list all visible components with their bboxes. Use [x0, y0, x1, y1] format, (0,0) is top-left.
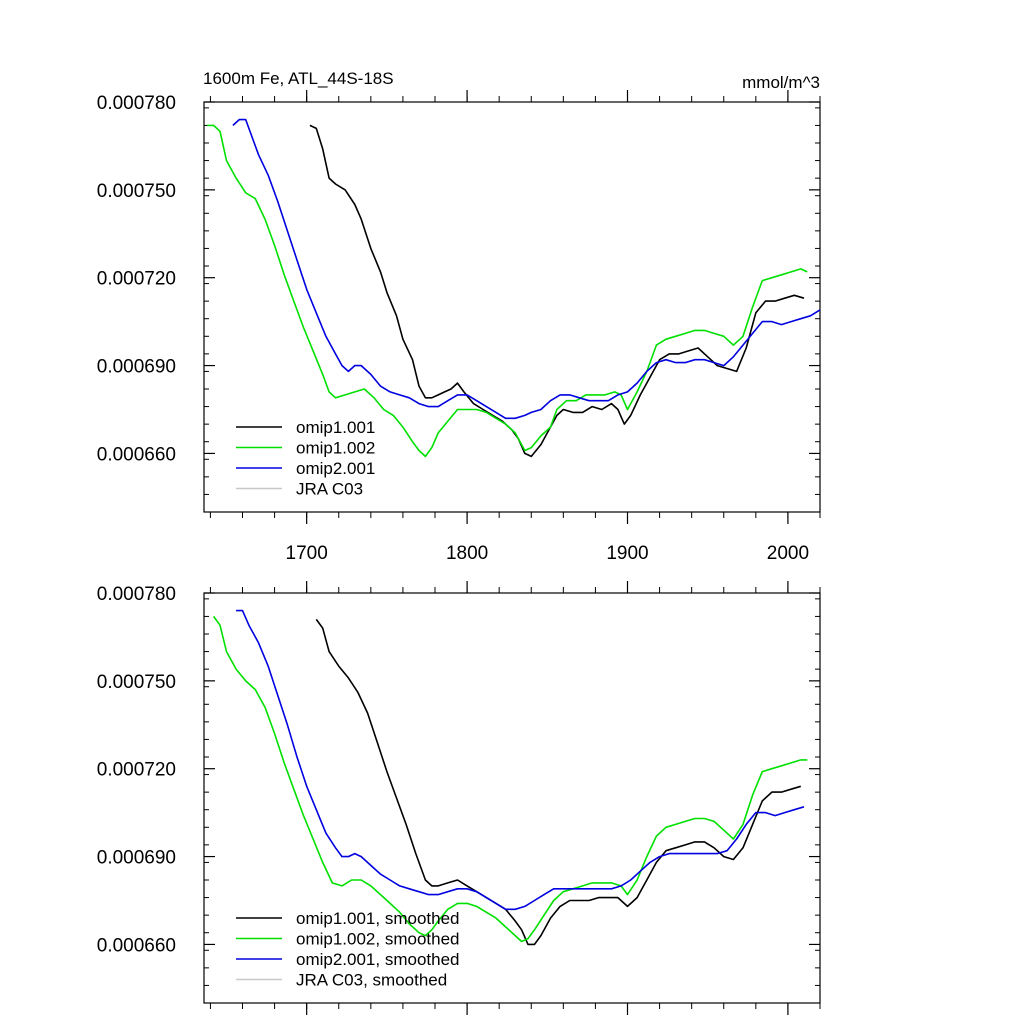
- bottom-legend-label: omip1.002, smoothed: [296, 930, 460, 949]
- top-chart-units: mmol/m^3: [742, 73, 820, 92]
- top-chart-title: 1600m Fe, ATL_44S-18S: [203, 69, 394, 88]
- top-y-tick-label: 0.000720: [97, 269, 176, 290]
- bottom-legend-label: JRA C03, smoothed: [296, 971, 447, 990]
- top-y-tick-label: 0.000660: [97, 444, 176, 465]
- bottom-y-tick-label: 0.000690: [97, 848, 176, 869]
- bottom-y-tick-label: 0.000660: [97, 935, 176, 956]
- bottom-series-line-omip1_002: [212, 615, 808, 943]
- top-y-tick-label: 0.000780: [97, 93, 176, 114]
- top-plot-frame: [203, 101, 821, 513]
- top-x-tick-label: 2000: [767, 543, 809, 564]
- bottom-legend-label: omip2.001, smoothed: [296, 950, 460, 969]
- bottom-y-tick-label: 0.000750: [97, 672, 176, 693]
- top-series-line-omip1_002: [207, 124, 808, 458]
- top-x-tick-label: 1700: [286, 543, 328, 564]
- bottom-series-line-omip2_001: [236, 609, 805, 911]
- bottom-y-tick-label: 0.000780: [97, 584, 176, 605]
- top-legend-label: omip1.001: [296, 418, 375, 437]
- bottom-y-tick-label: 0.000720: [97, 760, 176, 781]
- bottom-series-line-omip1_001: [315, 618, 802, 946]
- top-y-tick-label: 0.000690: [97, 357, 176, 378]
- top-legend-label: omip1.002: [296, 439, 375, 458]
- top-series-line-omip2_001: [232, 118, 821, 420]
- bottom-legend-label: omip1.001, smoothed: [296, 909, 460, 928]
- bottom-plot-frame: [203, 592, 821, 1004]
- top-y-tick-label: 0.000750: [97, 181, 176, 202]
- top-x-tick-label: 1800: [446, 543, 488, 564]
- top-x-tick-label: 1900: [606, 543, 648, 564]
- top-legend-label: omip2.001: [296, 459, 375, 478]
- top-legend-label: JRA C03: [296, 480, 363, 499]
- top-series-line-omip1_001: [309, 124, 805, 458]
